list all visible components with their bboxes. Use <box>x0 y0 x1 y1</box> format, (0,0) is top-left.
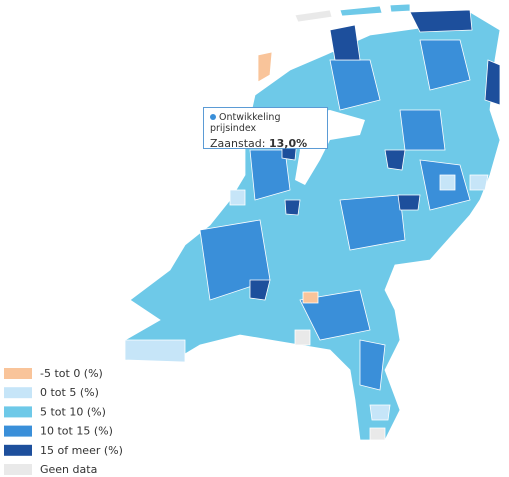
region[interactable] <box>229 189 246 206</box>
region[interactable] <box>124 339 186 363</box>
region[interactable] <box>359 339 386 391</box>
tooltip-region: Zaanstad: <box>210 137 266 150</box>
region[interactable] <box>339 5 383 17</box>
legend-swatch <box>4 406 32 418</box>
legend-swatch <box>4 444 32 456</box>
region[interactable] <box>294 329 311 346</box>
legend-label: 5 tot 10 (%) <box>40 405 106 418</box>
region[interactable] <box>369 427 386 441</box>
region[interactable] <box>284 199 301 216</box>
region[interactable] <box>409 9 473 33</box>
region[interactable] <box>384 149 406 171</box>
region[interactable] <box>397 194 421 211</box>
region[interactable] <box>249 279 271 301</box>
tooltip-title-row: Ontwikkeling prijsindex <box>210 112 321 134</box>
region[interactable] <box>329 24 361 61</box>
region[interactable] <box>389 3 411 13</box>
tooltip-row: Zaanstad: 13,0% <box>210 137 321 150</box>
region[interactable] <box>484 59 501 106</box>
tooltip: Ontwikkeling prijsindex Zaanstad: 13,0% <box>203 107 328 150</box>
region[interactable] <box>399 109 446 151</box>
tooltip-dot <box>210 114 216 120</box>
legend-label: -5 tot 0 (%) <box>40 367 103 380</box>
region[interactable] <box>369 404 391 421</box>
region[interactable] <box>294 9 333 23</box>
legend-label: Geen data <box>40 463 97 476</box>
region[interactable] <box>302 291 319 304</box>
region[interactable] <box>419 39 471 91</box>
legend-label: 0 tot 5 (%) <box>40 386 99 399</box>
legend-swatch <box>4 464 32 475</box>
legend-swatch <box>4 368 32 379</box>
tooltip-title: Ontwikkeling prijsindex <box>210 112 281 134</box>
legend: -5 tot 0 (%) 0 tot 5 (%) 5 tot 10 (%) 10 to… <box>4 367 123 476</box>
region[interactable] <box>439 174 456 191</box>
legend-swatch <box>4 387 32 399</box>
tooltip-value: 13,0% <box>268 137 308 150</box>
region[interactable] <box>339 194 406 251</box>
legend-label: 15 of meer (%) <box>40 444 123 457</box>
legend-label: 10 tot 15 (%) <box>40 425 113 438</box>
region[interactable] <box>249 149 291 201</box>
region[interactable] <box>257 51 273 83</box>
regions <box>124 3 501 441</box>
region[interactable] <box>469 174 489 191</box>
legend-swatch <box>4 425 32 437</box>
